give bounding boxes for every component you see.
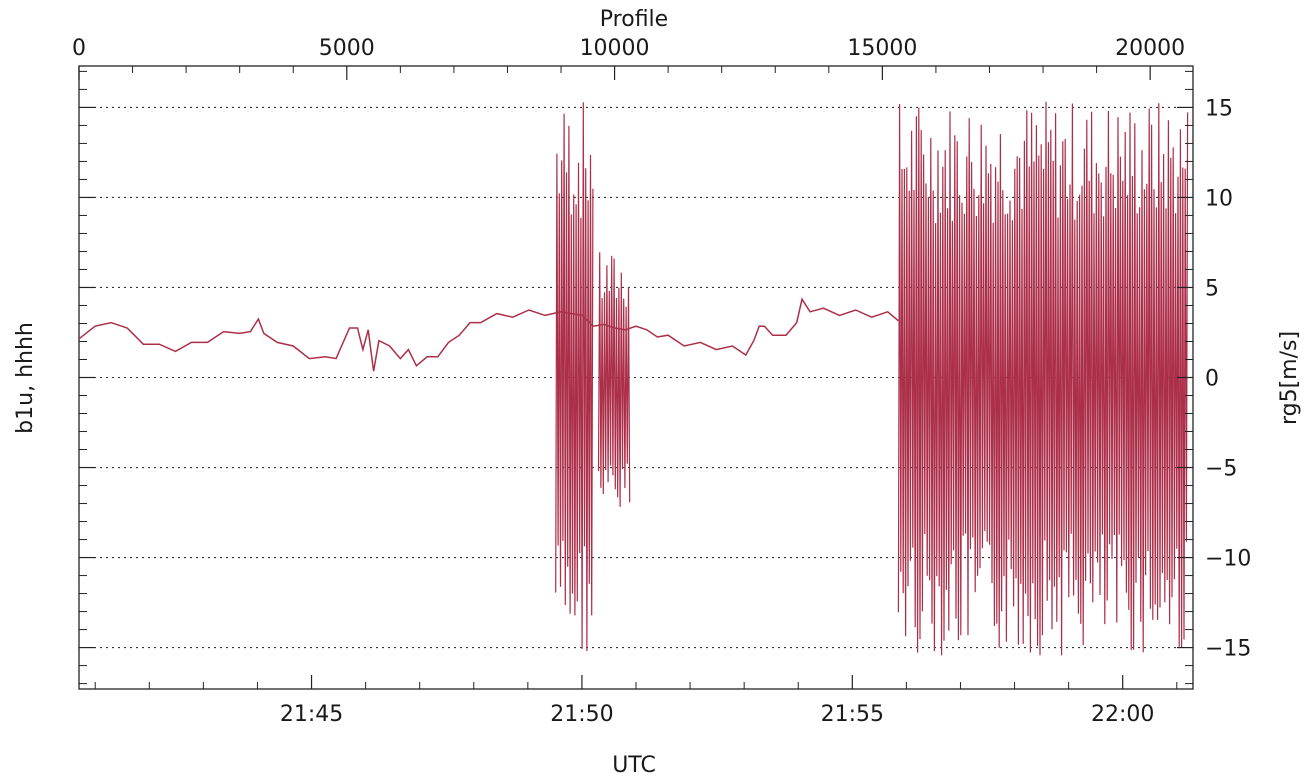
- left-axis-label: b1u, hhhh: [13, 322, 38, 434]
- gridlines: [94, 106, 1178, 649]
- x-tick-label: 22:00: [1091, 702, 1154, 727]
- y-tick-label: −15: [1205, 637, 1251, 662]
- y-tick-label: 5: [1205, 276, 1219, 301]
- top-axis-label: Profile: [600, 7, 668, 32]
- y-tick-label: 15: [1205, 96, 1233, 121]
- series-layer: [78, 101, 1189, 656]
- x-tick-label: 21:55: [821, 702, 884, 727]
- y-tick-label: 0: [1205, 367, 1219, 392]
- top-tick-label: 5000: [319, 36, 375, 61]
- right-axis-label: rg5[m/s]: [1277, 331, 1302, 425]
- series-noise-segment: [555, 102, 594, 652]
- series-noise-segment: [897, 101, 1189, 656]
- x-tick-label: 21:45: [280, 702, 343, 727]
- tick-marks: [78, 66, 1193, 689]
- top-tick-label: 15000: [847, 36, 917, 61]
- y-tick-label: −10: [1205, 547, 1251, 572]
- series-noise-segment: [597, 252, 631, 507]
- tick-labels: −15 −10 −5 0 5 10 15 0 5000 10000 15000 20000 21:45 2…: [72, 36, 1251, 727]
- x-tick-label: 21:50: [550, 702, 613, 727]
- series-line: [78, 297, 899, 372]
- x-axis-label: UTC: [612, 753, 656, 778]
- y-tick-label: −5: [1205, 457, 1237, 482]
- y-tick-label: 10: [1205, 186, 1233, 211]
- top-tick-label: 20000: [1115, 36, 1185, 61]
- top-tick-label: 0: [72, 36, 86, 61]
- top-tick-label: 10000: [580, 36, 650, 61]
